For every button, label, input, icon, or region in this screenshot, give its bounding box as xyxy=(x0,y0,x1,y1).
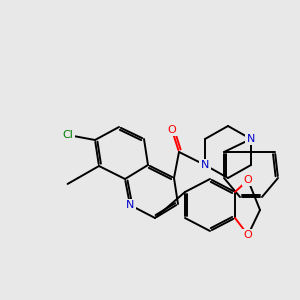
Text: O: O xyxy=(168,125,176,135)
Text: N: N xyxy=(126,200,134,210)
Text: Cl: Cl xyxy=(63,130,74,140)
Text: N: N xyxy=(247,134,255,144)
Text: O: O xyxy=(244,175,252,185)
Text: N: N xyxy=(201,160,209,170)
Text: O: O xyxy=(244,230,252,240)
